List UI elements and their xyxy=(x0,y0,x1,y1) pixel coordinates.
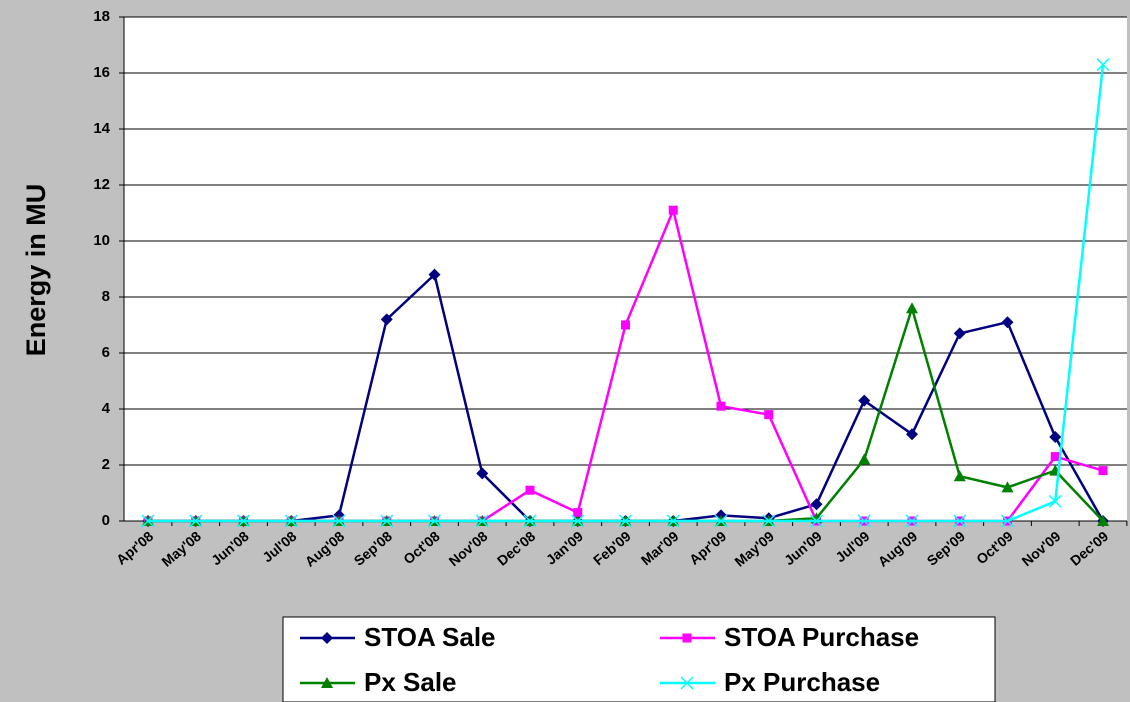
y-tick-label: 12 xyxy=(93,176,110,193)
marker xyxy=(428,268,441,281)
x-tick-label: Sep'09 xyxy=(924,528,969,569)
x-tick-label: Jul'08 xyxy=(259,528,299,566)
y-tick-label: 4 xyxy=(102,400,111,417)
marker xyxy=(1098,466,1108,476)
legend-marker xyxy=(680,676,694,690)
legend-marker xyxy=(682,633,692,643)
marker xyxy=(1001,481,1014,493)
x-tick-label: Aug'09 xyxy=(875,528,921,570)
legend-label: Px Sale xyxy=(364,667,457,697)
plot-area xyxy=(124,17,1127,521)
x-tick-label: Nov'08 xyxy=(446,528,491,570)
marker xyxy=(953,514,967,528)
x-tick-label: Oct'08 xyxy=(400,528,443,568)
marker xyxy=(189,514,203,528)
y-axis-label: Energy in MU xyxy=(21,184,51,357)
marker xyxy=(858,453,871,465)
marker xyxy=(668,205,678,215)
marker xyxy=(666,514,680,528)
marker xyxy=(475,514,489,528)
x-tick-label: Apr'09 xyxy=(686,528,729,568)
marker xyxy=(809,514,824,528)
x-tick-label: Dec'08 xyxy=(494,528,539,569)
x-tick-label: Feb'09 xyxy=(590,528,634,569)
marker xyxy=(1050,452,1060,462)
legend-marker xyxy=(321,632,333,644)
x-tick-label: Sep'08 xyxy=(351,528,396,569)
marker xyxy=(380,514,394,528)
marker xyxy=(380,313,393,326)
x-tick-label: Jun'09 xyxy=(781,528,825,569)
y-tick-label: 16 xyxy=(93,64,110,81)
x-tick-label: May'08 xyxy=(158,528,204,570)
x-tick-label: May'09 xyxy=(731,528,777,570)
y-tick-label: 18 xyxy=(93,8,110,25)
marker xyxy=(621,320,630,330)
marker xyxy=(764,410,774,420)
marker xyxy=(1096,58,1110,72)
marker xyxy=(1000,514,1015,528)
marker xyxy=(858,394,871,407)
marker xyxy=(236,514,251,528)
y-tick-label: 10 xyxy=(93,232,110,249)
marker xyxy=(953,327,966,340)
marker xyxy=(906,302,918,314)
marker xyxy=(762,514,776,528)
x-tick-label: Nov'09 xyxy=(1019,528,1064,570)
marker xyxy=(1097,515,1109,526)
x-tick-label: Mar'09 xyxy=(638,528,682,569)
x-tick-label: Apr'08 xyxy=(113,528,156,568)
marker xyxy=(1001,316,1014,329)
marker xyxy=(476,467,489,480)
legend-label: Px Purchase xyxy=(724,667,880,697)
marker xyxy=(810,498,823,511)
marker xyxy=(1048,494,1062,508)
y-tick-label: 0 xyxy=(102,512,110,529)
y-tick-label: 2 xyxy=(102,456,110,473)
legend xyxy=(282,616,996,702)
y-tick-label: 6 xyxy=(102,344,110,361)
x-tick-label: Jan'09 xyxy=(543,528,586,568)
marker xyxy=(906,428,918,441)
marker xyxy=(618,514,633,528)
legend-marker xyxy=(321,677,333,688)
legend-label: STOA Purchase xyxy=(724,622,919,652)
marker xyxy=(523,514,537,528)
x-tick-label: Aug'08 xyxy=(302,528,348,570)
marker xyxy=(284,514,298,528)
marker xyxy=(1049,431,1062,443)
marker xyxy=(714,514,728,528)
marker xyxy=(571,514,585,528)
legend-label: STOA Sale xyxy=(364,622,496,652)
marker xyxy=(905,514,919,528)
y-tick-label: 8 xyxy=(102,288,110,305)
marker xyxy=(427,514,442,528)
marker xyxy=(573,508,583,518)
x-tick-label: Jul'09 xyxy=(832,528,872,566)
x-tick-label: Dec'09 xyxy=(1067,528,1112,569)
marker xyxy=(332,514,346,528)
marker xyxy=(857,514,871,528)
x-tick-label: Oct'09 xyxy=(973,528,1016,568)
marker xyxy=(716,401,726,411)
marker xyxy=(141,514,155,528)
x-tick-label: Jun'08 xyxy=(208,528,252,569)
marker xyxy=(953,470,966,482)
y-tick-label: 14 xyxy=(93,120,110,137)
marker xyxy=(525,485,535,495)
